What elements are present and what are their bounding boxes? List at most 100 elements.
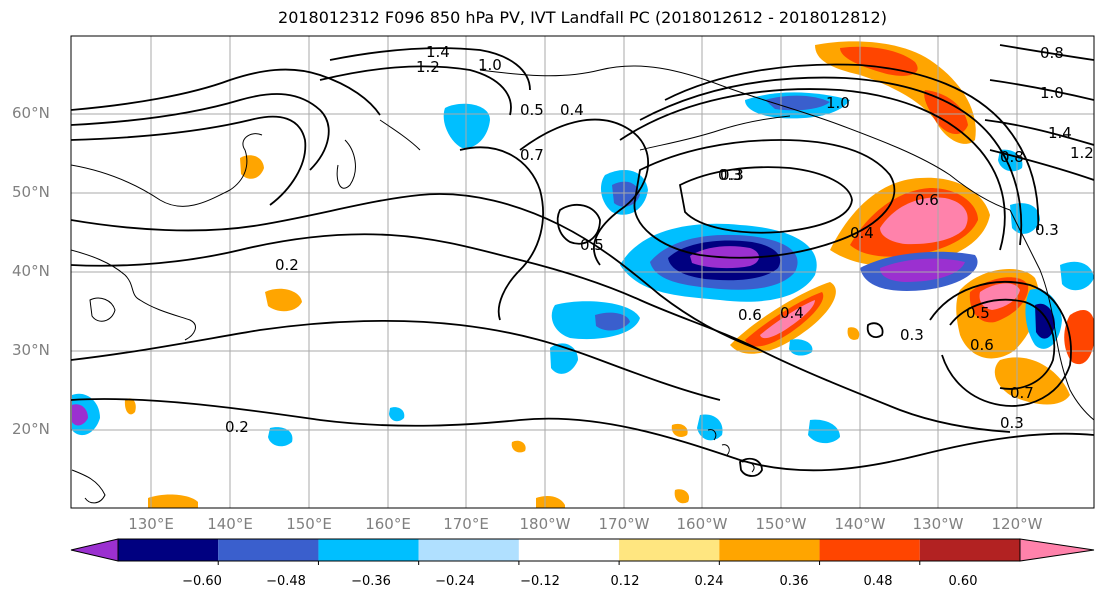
lon-label: 140°E [207, 515, 253, 533]
colorbar-box [318, 539, 419, 561]
lat-label: 50°N [12, 183, 50, 201]
shade-pink-streak [760, 300, 815, 339]
contour-0.3-a [71, 193, 761, 351]
lon-label: 150°E [286, 515, 332, 533]
coast-aleutians [639, 115, 791, 151]
shade-red-ak [840, 46, 918, 76]
contour-label: 0.3 [1035, 221, 1059, 239]
contour-label: 0.4 [780, 304, 804, 322]
colorbar-extend-min [70, 538, 119, 562]
contour-ridge-3 [664, 63, 1040, 231]
shade-orange-patch1 [265, 288, 302, 312]
contour-label: 1.0 [826, 94, 850, 112]
lon-label: 130°W [912, 515, 964, 533]
shade-navy-patch2 [595, 312, 630, 331]
lon-label: 160°W [676, 515, 728, 533]
lon-label: 180°W [519, 515, 571, 533]
colorbar-box [418, 539, 519, 561]
lon-label: 160°E [365, 515, 411, 533]
colorbar-extend-max [1019, 538, 1095, 562]
shade-blue-patch6 [268, 427, 293, 447]
colorbar-tick-label: 0.36 [779, 574, 809, 589]
shade-orange-patch4 [536, 496, 565, 508]
contour-label: 0.3 [900, 326, 924, 344]
contour-label: 1.0 [478, 56, 502, 74]
colorbar-border [117, 538, 1021, 562]
contour-ridge-2 [639, 76, 1023, 246]
contour-nw-1 [71, 68, 381, 116]
contour-arc-right [929, 281, 1072, 407]
contour-labels: 1.4 1.2 1.0 0.5 0.4 0.3 1.0 0.8 1.0 1.4 … [225, 43, 1094, 436]
contour-ridge-1 [619, 88, 1006, 251]
shade-purple-east [880, 258, 965, 282]
contour-ne-4 [989, 149, 1094, 181]
contour-label: 0.2 [275, 256, 299, 274]
shade-red-ak2 [924, 90, 968, 135]
contours [71, 44, 1094, 477]
colorbar-tick-label: −0.48 [266, 574, 306, 589]
contour-nw-5 [319, 65, 512, 116]
colorbar-tick-label: −0.24 [435, 574, 475, 589]
shade-orange-patch6 [511, 440, 526, 453]
colorbar-tick-label: 0.60 [948, 574, 978, 589]
colorbar-box [518, 539, 620, 561]
contour-label: 0.3 [718, 166, 742, 184]
lat-label: 30°N [12, 341, 50, 359]
contour-label: 1.2 [1070, 144, 1094, 162]
contour-label: 0.3 [1000, 414, 1024, 432]
contour-label: 0.7 [520, 146, 544, 164]
contour-ne-1 [999, 44, 1094, 61]
colorbar-box [919, 539, 1020, 561]
contour-nw-4 [329, 47, 531, 91]
contour-label: 1.4 [426, 43, 450, 61]
shade-blue-patch4 [808, 419, 840, 444]
shade-orange-patch3 [148, 494, 198, 508]
lon-label: 120°W [991, 515, 1043, 533]
colorbar-tick-label: −0.12 [520, 574, 560, 589]
colorbar [70, 538, 1095, 565]
colorbar-box [719, 539, 820, 561]
colorbar-box [619, 539, 720, 561]
colorbar-tick-label: 0.12 [610, 574, 640, 589]
contour-label: 0.4 [560, 101, 584, 119]
contour-label: 0.8 [1040, 44, 1064, 62]
lat-label: 40°N [12, 262, 50, 280]
contour-0.2-south [71, 398, 1094, 472]
contour-ne-3 [984, 119, 1094, 146]
colorbar-tick-label: 0.24 [694, 574, 724, 589]
lon-label: 170°E [443, 515, 489, 533]
contour-label: 1.0 [1040, 84, 1064, 102]
coast-philippines [71, 469, 106, 504]
contour-label: 0.6 [970, 336, 994, 354]
contour-label: 0.7 [1010, 384, 1034, 402]
colorbar-tick-label: 0.48 [863, 574, 893, 589]
colorbar-box [819, 539, 920, 561]
contour-arc-right2 [949, 298, 1056, 390]
graticule [71, 36, 1094, 508]
shade-blue-patch11 [1060, 261, 1094, 291]
contour-trough-inner [678, 166, 853, 234]
contour-ne-2 [989, 79, 1094, 101]
contour-loop-2 [739, 457, 763, 477]
shade-orange-patch8 [674, 489, 690, 504]
colorbar-tick-label: −0.60 [182, 574, 222, 589]
shade-purple-patch7 [72, 404, 88, 426]
colorbar-box [218, 539, 319, 561]
contour-label: 0.6 [915, 191, 939, 209]
contour-label: 0.5 [520, 101, 544, 119]
shade-orange-patch2 [240, 155, 264, 179]
contour-label: 1.4 [1048, 124, 1072, 142]
contour-label: 0.6 [738, 306, 762, 324]
contour-label: 0.5 [580, 236, 604, 254]
shade-navy-coast [1035, 303, 1055, 339]
lon-label: 170°W [598, 515, 650, 533]
contour-nw-2 [71, 93, 330, 171]
map-frame [70, 35, 1095, 509]
lon-label: 150°W [755, 515, 807, 533]
shade-blue-patch1 [443, 103, 490, 149]
contour-label: 0.3 [720, 166, 744, 184]
contour-loop-3 [866, 322, 884, 338]
contour-label: 0.4 [850, 224, 874, 242]
colorbar-box [118, 539, 219, 561]
lon-label: 140°W [834, 515, 886, 533]
